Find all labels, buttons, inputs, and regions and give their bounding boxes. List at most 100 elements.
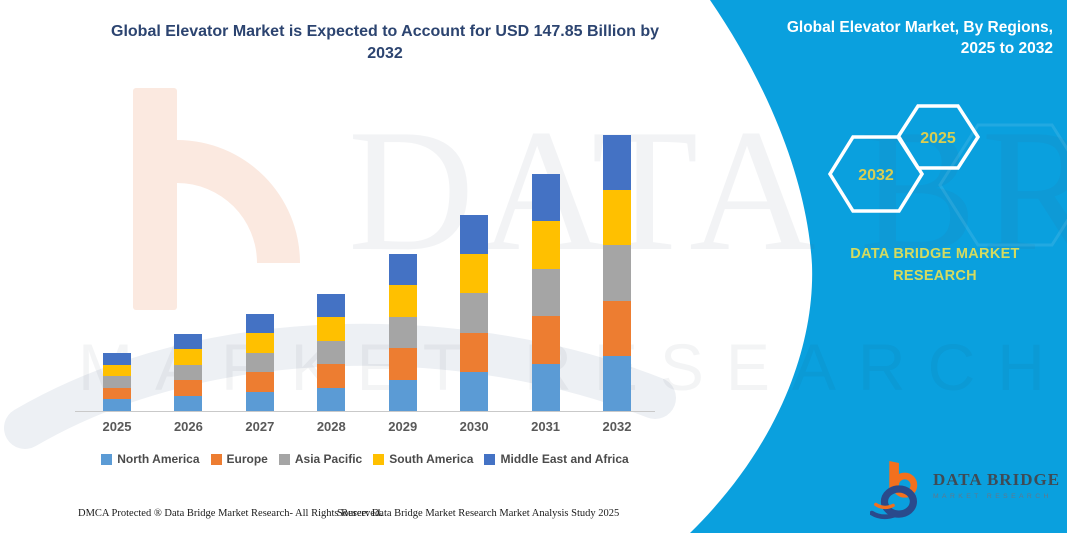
bar-segment-north-america xyxy=(245,391,274,411)
source-note: Source: Data Bridge Market Research Mark… xyxy=(337,508,620,519)
bar-segment-europe xyxy=(603,300,631,356)
stacked-bar-2031 xyxy=(531,174,560,411)
x-axis-label: 2025 xyxy=(102,419,132,434)
watermark-hexagon xyxy=(938,123,1067,247)
bar-segment-north-america xyxy=(460,371,489,411)
bar-segment-europe xyxy=(174,380,203,396)
side-panel-heading-line2: 2025 to 2032 xyxy=(960,40,1053,58)
bar-segment-north-america xyxy=(531,363,560,411)
legend-swatch xyxy=(101,453,113,465)
legend-label: South America xyxy=(389,452,474,466)
plot-area xyxy=(75,135,655,411)
side-panel-heading: Global Elevator Market, By Regions, 2025… xyxy=(733,17,1053,60)
x-axis-line xyxy=(75,411,655,412)
bar-segment-north-america xyxy=(603,355,631,411)
bar-segment-asia-pacific xyxy=(388,316,417,349)
bar-segment-south-america xyxy=(245,333,274,353)
bar-segment-middle-east-and-africa xyxy=(603,135,631,191)
legend-item: North America xyxy=(101,452,200,466)
stacked-bar-2025 xyxy=(103,353,131,411)
logo-navy-swoosh xyxy=(870,510,902,520)
bar-segment-europe xyxy=(460,332,489,372)
legend-item: South America xyxy=(373,452,473,466)
hexagon-2032-label: 2032 xyxy=(858,167,894,184)
side-panel-brand-text: DATA BRIDGE MARKET RESEARCH xyxy=(850,246,1020,284)
stacked-bar-2032 xyxy=(603,135,631,411)
bar-segment-asia-pacific xyxy=(317,340,346,365)
stacked-bar-2026 xyxy=(174,334,203,411)
bar-segment-europe xyxy=(245,372,274,392)
company-logo: DATA BRIDGE MARKET RESEARCH xyxy=(870,458,1060,520)
legend-item: Europe xyxy=(210,452,268,466)
bar-segment-north-america xyxy=(388,379,417,411)
x-axis-label: 2030 xyxy=(459,419,489,434)
chart-title-line1: Global Elevator Market is Expected to Ac… xyxy=(111,23,659,40)
legend-item: Middle East and Africa xyxy=(484,452,629,466)
bar-segment-asia-pacific xyxy=(531,268,560,317)
bar-segment-asia-pacific xyxy=(460,293,489,333)
stacked-bar-2029 xyxy=(388,254,417,411)
bar-segment-europe xyxy=(388,348,417,380)
bar-segment-south-america xyxy=(603,190,631,246)
bar-segment-asia-pacific xyxy=(245,352,274,373)
x-axis-label: 2029 xyxy=(388,419,418,434)
legend-label: Europe xyxy=(226,452,268,466)
year-hexagons: 2032 2025 xyxy=(827,104,981,213)
legend-label: Asia Pacific xyxy=(294,452,363,466)
bar-segment-europe xyxy=(317,364,346,388)
legend-label: Middle East and Africa xyxy=(500,452,629,466)
bar-segment-middle-east-and-africa xyxy=(103,353,131,365)
side-panel-heading-line1: Global Elevator Market, By Regions, xyxy=(786,19,1053,36)
x-axis-label: 2028 xyxy=(316,419,346,434)
bar-segment-north-america xyxy=(103,399,131,411)
hexagon-2032 xyxy=(827,135,925,213)
bar-segment-europe xyxy=(531,316,560,364)
stacked-bar-2027 xyxy=(245,314,274,411)
chart-legend: North America Europe Asia Pacific South Ame… xyxy=(75,452,655,466)
watermark-b-bowl xyxy=(177,140,300,263)
legend-swatch xyxy=(373,453,385,465)
bar-segment-middle-east-and-africa xyxy=(460,215,489,255)
bar-segment-middle-east-and-africa xyxy=(531,174,560,222)
x-axis-labels: 2025 2026 2027 2028 2029 2030 2031 2032 xyxy=(75,419,655,439)
dmca-notice: DMCA Protected ® Data Bridge Market Rese… xyxy=(78,508,383,519)
stacked-bar-2030 xyxy=(460,215,489,411)
bar-segment-europe xyxy=(103,387,131,400)
bar-segment-south-america xyxy=(531,221,560,269)
stacked-bar-2028 xyxy=(317,294,346,411)
legend-swatch xyxy=(278,453,290,465)
logo-text-block: DATA BRIDGE MARKET RESEARCH xyxy=(933,470,1060,500)
data-bridge-logo-icon xyxy=(870,461,918,520)
x-axis-label: 2027 xyxy=(245,419,275,434)
bar-segment-south-america xyxy=(317,317,346,341)
bar-segment-middle-east-and-africa xyxy=(388,254,417,286)
x-axis-label: 2031 xyxy=(531,419,561,434)
logo-orange-swoosh xyxy=(874,502,895,510)
legend-swatch xyxy=(210,453,222,465)
chart-title: Global Elevator Market is Expected to Ac… xyxy=(85,21,685,66)
bar-segment-south-america xyxy=(460,254,489,294)
hexagon-2025-label: 2025 xyxy=(920,130,956,147)
bar-segment-middle-east-and-africa xyxy=(245,314,274,334)
bar-segment-south-america xyxy=(388,285,417,317)
x-axis-label: 2032 xyxy=(602,419,632,434)
legend-label: North America xyxy=(117,452,200,466)
bar-segment-south-america xyxy=(103,364,131,377)
bar-segment-north-america xyxy=(317,387,346,411)
watermark-b-stem xyxy=(133,88,177,310)
hexagon-2025 xyxy=(895,104,981,170)
bar-segment-middle-east-and-africa xyxy=(317,294,346,318)
bar-segment-south-america xyxy=(174,349,203,365)
x-axis-label: 2026 xyxy=(173,419,203,434)
bar-segment-north-america xyxy=(174,395,203,411)
bar-segment-asia-pacific xyxy=(103,376,131,388)
bar-segment-middle-east-and-africa xyxy=(174,334,203,350)
bar-segment-asia-pacific xyxy=(174,364,203,381)
logo-name: DATA BRIDGE xyxy=(933,470,1061,489)
chart-title-line2: 2032 xyxy=(367,45,403,63)
logo-b-bowl xyxy=(892,472,918,498)
legend-swatch xyxy=(484,453,496,465)
teal-side-panel xyxy=(690,0,1067,533)
